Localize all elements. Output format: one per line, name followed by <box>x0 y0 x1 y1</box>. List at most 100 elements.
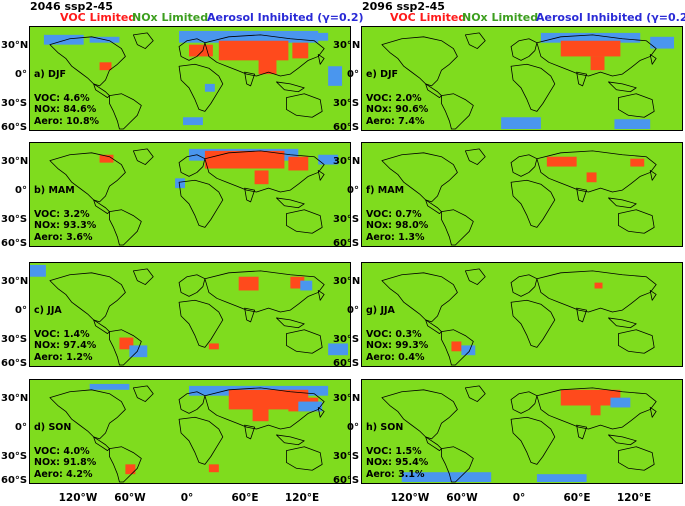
voc-region <box>238 276 259 291</box>
voc-region <box>560 40 621 57</box>
lat-tick: 30°S <box>333 451 360 462</box>
lat-tick: 30°N <box>1 276 29 287</box>
map-panel: b) MAM VOC: 3.2% NOx: 93.3% Aero: 3.6% <box>29 142 351 247</box>
panel-stats: VOC: 2.0% NOx: 90.6% Aero: 7.4% <box>366 93 428 128</box>
panel-label: f) MAM <box>366 185 405 196</box>
panel-stats: VOC: 4.6% NOx: 84.6% Aero: 10.8% <box>34 93 99 128</box>
lat-tick: 30°N <box>333 156 361 167</box>
aero-region <box>43 34 84 45</box>
aero-region <box>536 474 587 483</box>
lat-tick: 60°S <box>333 358 360 369</box>
map-panel: c) JJA VOC: 1.4% NOx: 97.4% Aero: 1.2% <box>29 262 351 367</box>
lat-tick: 0° <box>347 305 359 316</box>
aero-region <box>328 343 349 356</box>
lat-tick: 30°N <box>333 40 361 51</box>
stat-nox: NOx: 93.3% <box>34 220 97 231</box>
voc-region <box>451 341 462 352</box>
stat-aero: Aero: 7.4% <box>366 115 425 127</box>
map-panel: h) SON VOC: 1.5% NOx: 95.4% Aero: 3.1% <box>361 379 683 484</box>
lon-tick-60w-right: 60°W <box>446 492 478 504</box>
panel-stats: VOC: 1.4% NOx: 97.4% Aero: 1.2% <box>34 329 96 364</box>
voc-region <box>204 150 285 169</box>
lat-tick: 60°S <box>1 475 28 486</box>
regime-map <box>43 30 343 130</box>
regime-map <box>49 148 339 246</box>
lat-tick: 0° <box>15 305 27 316</box>
legend-voc-limited-right: VOC Limited <box>390 11 467 24</box>
stat-nox: NOx: 95.4% <box>366 457 429 468</box>
lat-tick: 0° <box>347 69 359 80</box>
panel-stats: VOC: 3.2% NOx: 93.3% Aero: 3.6% <box>34 209 96 244</box>
lat-tick: 30°S <box>1 98 28 109</box>
aero-region <box>30 264 46 277</box>
legend-voc-limited: VOC Limited <box>60 11 137 24</box>
regime-map <box>381 148 657 246</box>
stat-voc: VOC: 1.4% <box>34 328 90 340</box>
voc-region <box>218 40 289 61</box>
right-legend: VOC Limited <box>390 11 466 25</box>
voc-region <box>290 276 305 289</box>
lat-tick: 0° <box>347 422 359 433</box>
aero-region <box>614 119 651 130</box>
voc-region <box>560 389 621 406</box>
stat-voc: VOC: 3.2% <box>34 208 90 220</box>
lat-tick: 30°S <box>333 214 360 225</box>
stat-voc: VOC: 4.0% <box>34 445 90 457</box>
voc-region <box>590 56 605 71</box>
lat-tick: 0° <box>15 69 27 80</box>
lat-tick: 30°S <box>1 451 28 462</box>
map-panel: a) DJF VOC: 4.6% NOx: 84.6% Aero: 10.8% <box>29 26 351 131</box>
stat-voc: VOC: 4.6% <box>34 92 90 104</box>
panel-label: g) JJA <box>366 305 395 316</box>
aero-region <box>318 154 339 165</box>
lat-tick: 0° <box>15 422 27 433</box>
stat-aero: Aero: 1.2% <box>34 351 93 363</box>
voc-region <box>208 343 219 350</box>
stat-aero: Aero: 1.3% <box>366 231 425 243</box>
voc-region <box>254 170 269 185</box>
lat-tick: 30°S <box>1 334 28 345</box>
panel-label: e) DJF <box>366 69 399 80</box>
lat-tick: 60°S <box>1 122 28 133</box>
lat-tick: 60°S <box>333 122 360 133</box>
right-column-header: 2096 ssp2-45 <box>362 0 445 14</box>
voc-region <box>189 44 213 57</box>
legend-aerosol-inhibited-right: Aerosol Inhibited (γ=0.2) <box>536 11 685 24</box>
aero-region <box>179 30 319 43</box>
left-column-title: 2046 ssp2-45 <box>30 0 113 13</box>
lat-tick: 30°S <box>1 214 28 225</box>
voc-region <box>630 158 645 167</box>
stat-aero: Aero: 0.4% <box>366 351 425 363</box>
lat-tick: 60°S <box>1 238 28 249</box>
lat-tick: 30°N <box>1 393 29 404</box>
panel-label: b) MAM <box>34 185 75 196</box>
panel-label: h) SON <box>366 422 404 433</box>
stat-aero: Aero: 10.8% <box>34 115 100 127</box>
stat-voc: VOC: 2.0% <box>366 92 422 104</box>
right-legend-aero: Aerosol Inhibited (γ=0.2) <box>536 11 685 25</box>
left-legend-nox: NOx Limited <box>132 11 208 25</box>
voc-region <box>252 407 269 422</box>
lat-tick: 30°N <box>1 156 29 167</box>
lat-tick: 30°N <box>333 393 361 404</box>
panel-label: a) DJF <box>34 69 66 80</box>
voc-region <box>292 42 309 59</box>
stat-voc: VOC: 0.7% <box>366 208 422 220</box>
legend-nox-limited: NOx Limited <box>132 11 209 24</box>
legend-nox-limited-right: NOx Limited <box>462 11 539 24</box>
voc-region <box>586 172 597 183</box>
voc-region <box>258 56 277 75</box>
voc-region <box>119 337 134 350</box>
regime-map <box>49 383 329 483</box>
lat-tick: 30°N <box>333 276 361 287</box>
lon-tick-120e-right: 120°E <box>616 492 652 504</box>
right-legend-nox: NOx Limited <box>462 11 538 25</box>
lat-tick: 60°S <box>333 238 360 249</box>
stat-nox: NOx: 84.6% <box>34 104 97 115</box>
stat-nox: NOx: 90.6% <box>366 104 429 115</box>
voc-region <box>288 156 309 171</box>
voc-region <box>594 282 603 289</box>
lat-tick: 30°S <box>333 98 360 109</box>
aero-region <box>650 36 675 49</box>
regime-map <box>381 32 675 130</box>
